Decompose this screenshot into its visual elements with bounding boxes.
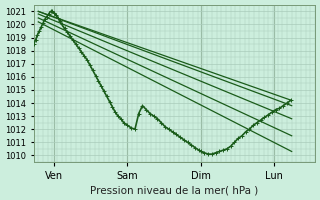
X-axis label: Pression niveau de la mer( hPa ): Pression niveau de la mer( hPa ) <box>90 185 259 195</box>
